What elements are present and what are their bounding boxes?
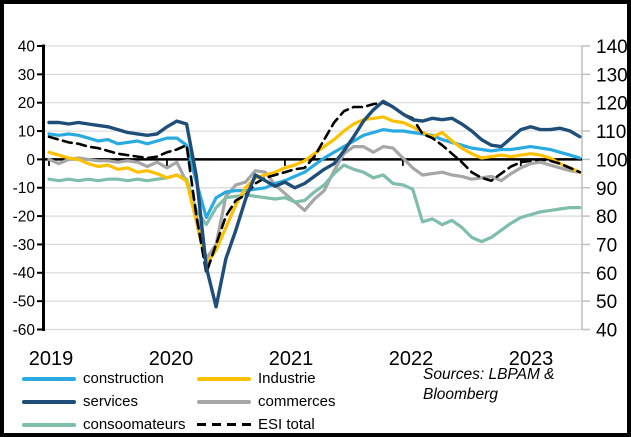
- sources-line-1: Sources: LBPAM &: [423, 366, 555, 383]
- svg-text:2019: 2019: [29, 348, 74, 370]
- legend-label-industrie: Industrie: [258, 370, 316, 387]
- svg-text:90: 90: [596, 179, 617, 200]
- legend-item-consoomateurs: consoomateurs: [22, 416, 197, 433]
- esi-total-line-swatch: [197, 422, 251, 427]
- svg-text:-30: -30: [13, 237, 36, 254]
- esi-line-chart: 403020100-10-20-30-40-50-601401301201101…: [13, 37, 628, 370]
- svg-text:80: 80: [596, 207, 617, 228]
- legend-label-esi-total: ESI total: [258, 416, 315, 433]
- svg-text:130: 130: [596, 65, 628, 86]
- construction-line-swatch: [22, 376, 76, 381]
- svg-text:20: 20: [18, 95, 36, 112]
- commerces-line-swatch: [197, 399, 251, 404]
- svg-text:2023: 2023: [509, 348, 554, 370]
- legend-item-services: services: [22, 393, 197, 410]
- svg-text:40: 40: [18, 38, 36, 55]
- legend-item-construction: construction: [22, 370, 197, 387]
- svg-text:-20: -20: [13, 209, 36, 226]
- industrie-line-swatch: [197, 376, 251, 381]
- svg-text:40: 40: [596, 321, 617, 342]
- legend-item-commerces: commerces: [197, 393, 372, 410]
- svg-text:2020: 2020: [149, 348, 194, 370]
- svg-text:0: 0: [26, 152, 35, 169]
- services-line-swatch: [22, 399, 76, 404]
- svg-text:2021: 2021: [269, 348, 314, 370]
- svg-text:-50: -50: [13, 294, 36, 311]
- svg-text:100: 100: [596, 150, 628, 171]
- sources-line-2: Bloomberg: [423, 386, 498, 404]
- svg-text:10: 10: [18, 123, 36, 140]
- svg-text:-40: -40: [13, 265, 36, 282]
- sources-note: Sources: LBPAM & Bloomberg: [423, 365, 593, 406]
- legend-label-consoomateurs: consoomateurs: [83, 416, 186, 433]
- legend-label-construction: construction: [83, 370, 164, 387]
- chart-legend: construction services consoomateurs Indu…: [22, 367, 372, 433]
- svg-text:140: 140: [596, 37, 628, 58]
- svg-text:60: 60: [596, 264, 617, 285]
- svg-text:110: 110: [596, 122, 626, 143]
- svg-text:50: 50: [596, 292, 617, 313]
- legend-label-commerces: commerces: [258, 393, 336, 410]
- legend-item-industrie: Industrie: [197, 370, 372, 387]
- svg-text:2022: 2022: [389, 348, 434, 370]
- svg-text:-60: -60: [13, 322, 36, 339]
- svg-text:30: 30: [18, 67, 36, 84]
- svg-text:120: 120: [596, 94, 628, 115]
- svg-text:-10: -10: [13, 180, 36, 197]
- legend-item-esi-total: ESI total: [197, 416, 372, 433]
- consoomateurs-line-swatch: [22, 422, 76, 427]
- legend-label-services: services: [83, 393, 139, 410]
- svg-text:70: 70: [596, 235, 617, 256]
